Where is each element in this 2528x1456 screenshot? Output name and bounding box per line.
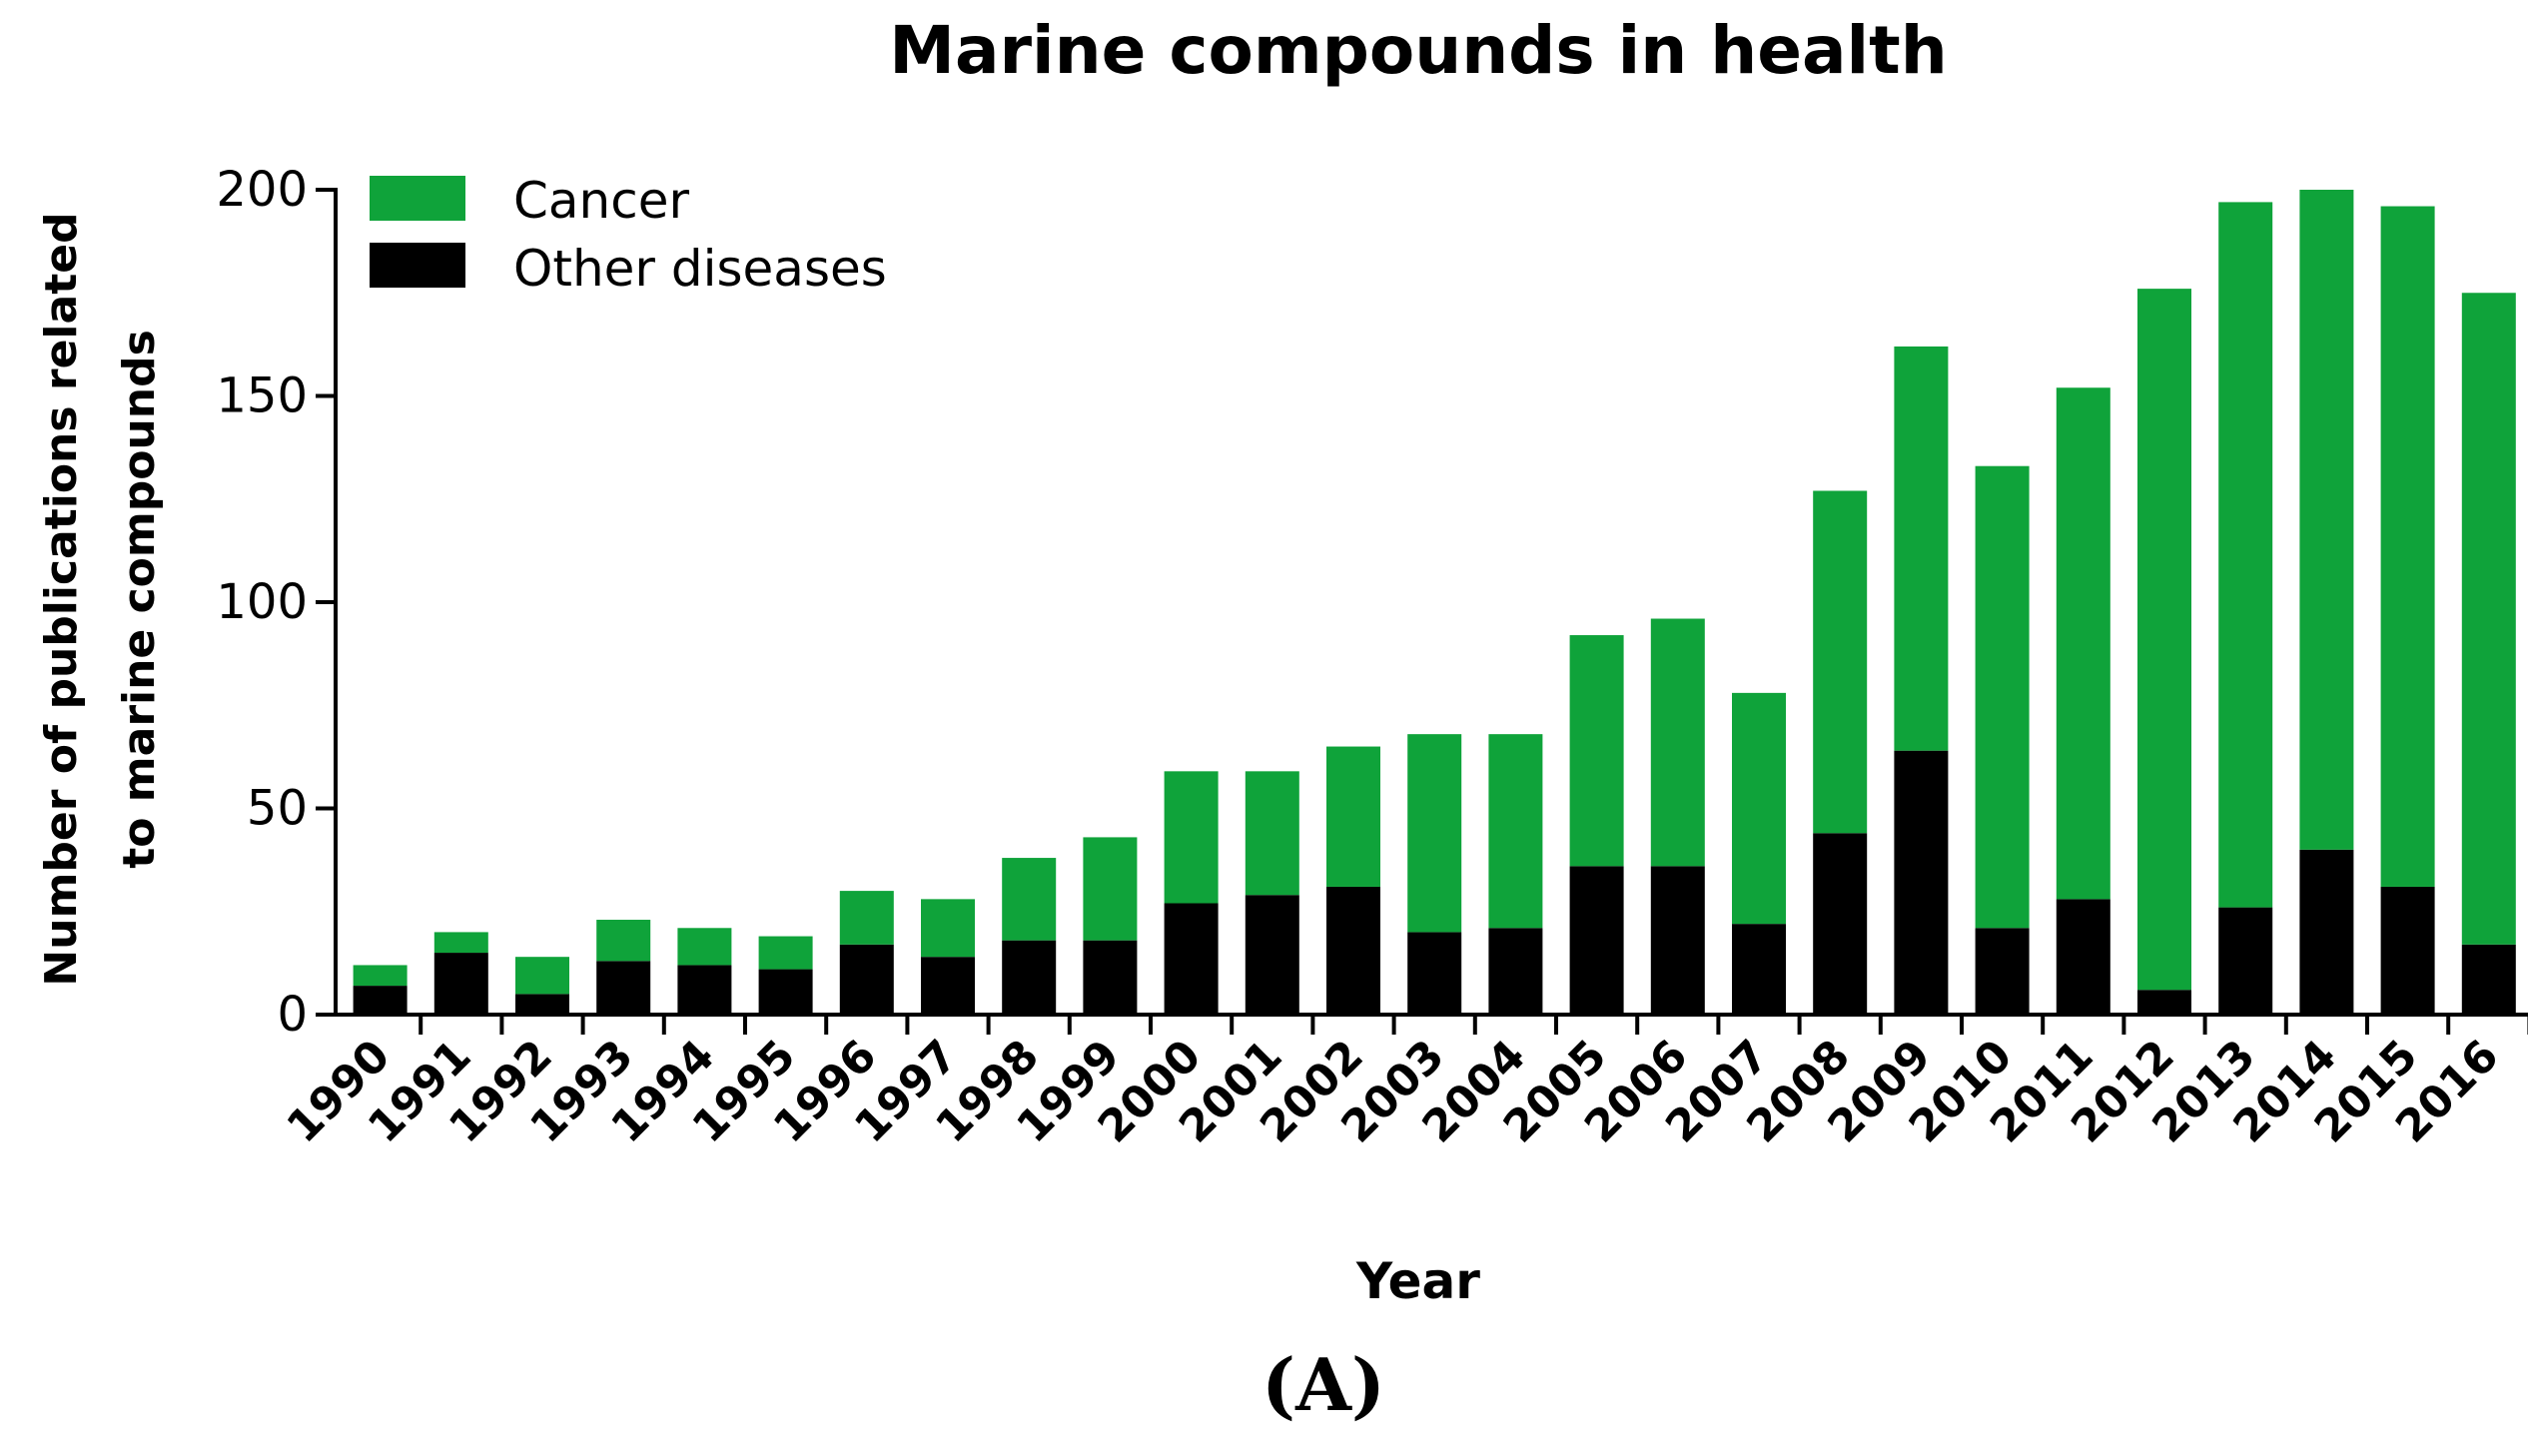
bar-cancer-2014: [2299, 190, 2354, 850]
legend-label-cancer: Cancer: [513, 172, 689, 230]
y-tick-label: 50: [247, 781, 308, 837]
bar-cancer-1995: [758, 936, 813, 970]
bar-other-diseases-2015: [2380, 886, 2435, 1015]
legend: Cancer Other diseases: [370, 172, 887, 298]
panel-label: (A): [1262, 1342, 1385, 1427]
bar-cancer-1998: [1002, 858, 1057, 941]
bar-cancer-2002: [1326, 746, 1380, 887]
y-tick-label: 0: [277, 987, 308, 1043]
chart-title: Marine compounds in health: [889, 12, 1947, 89]
bar-cancer-1993: [596, 920, 651, 962]
bar-cancer-1990: [353, 965, 408, 987]
bar-cancer-2013: [2218, 202, 2273, 908]
y-axis-title: Number of publications related to marine…: [36, 212, 165, 986]
bar-cancer-2005: [1569, 635, 1624, 867]
bar-other-diseases-2010: [1975, 928, 2030, 1015]
bar-cancer-2006: [1650, 618, 1705, 867]
bar-other-diseases-1997: [921, 957, 975, 1015]
bar-cancer-2001: [1245, 771, 1299, 896]
bar-cancer-2012: [2137, 289, 2191, 991]
bar-other-diseases-1994: [677, 965, 732, 1015]
bar-cancer-2015: [2380, 206, 2435, 887]
bar-cancer-2004: [1488, 734, 1543, 929]
y-tick-label: 100: [216, 574, 308, 630]
y-axis-title-line-1: Number of publications related: [36, 212, 87, 986]
bar-other-diseases-2006: [1650, 866, 1705, 1015]
bar-cancer-1992: [515, 957, 569, 995]
bar-cancer-2009: [1894, 346, 1949, 751]
bar-other-diseases-2013: [2218, 907, 2273, 1015]
bar-other-diseases-1992: [515, 994, 569, 1015]
bar-other-diseases-2009: [1894, 750, 1949, 1015]
bar-other-diseases-1990: [353, 986, 408, 1015]
bar-cancer-1999: [1083, 837, 1138, 941]
bar-other-diseases-2012: [2137, 990, 2191, 1015]
bar-cancer-1991: [433, 932, 488, 954]
bar-other-diseases-2014: [2299, 849, 2354, 1015]
bar-cancer-2000: [1164, 771, 1219, 904]
bar-cancer-2003: [1407, 734, 1462, 933]
plot-area: 0501001502001990199119921993199419951996…: [216, 162, 2528, 1152]
bar-cancer-2008: [1813, 490, 1868, 834]
bar-other-diseases-1991: [433, 953, 488, 1015]
bar-other-diseases-2008: [1813, 833, 1868, 1015]
bar-cancer-1996: [839, 891, 894, 945]
bar-cancer-1994: [677, 928, 732, 966]
x-axis-title: Year: [1355, 1252, 1480, 1310]
bar-other-diseases-1999: [1083, 940, 1138, 1015]
legend-swatch-cancer: [370, 176, 465, 221]
bar-other-diseases-2003: [1407, 932, 1462, 1015]
bar-other-diseases-2005: [1569, 866, 1624, 1015]
bar-other-diseases-2011: [2056, 899, 2110, 1015]
legend-label-other-diseases: Other diseases: [513, 240, 887, 298]
bar-other-diseases-1996: [839, 944, 894, 1015]
bar-other-diseases-1993: [596, 961, 651, 1015]
y-tick-label: 150: [216, 368, 308, 424]
bar-cancer-2016: [2461, 293, 2516, 945]
bar-other-diseases-2004: [1488, 928, 1543, 1015]
legend-swatch-other-diseases: [370, 243, 465, 288]
bar-other-diseases-1998: [1002, 940, 1057, 1015]
bar-cancer-2010: [1975, 465, 2030, 929]
bar-other-diseases-2016: [2461, 944, 2516, 1015]
y-tick-label: 200: [216, 162, 308, 218]
bar-other-diseases-2000: [1164, 903, 1219, 1015]
bar-cancer-2007: [1732, 692, 1786, 925]
bar-other-diseases-2002: [1326, 886, 1380, 1015]
y-axis-title-line-2: to marine compounds: [114, 330, 165, 869]
bar-other-diseases-1995: [758, 969, 813, 1015]
bar-other-diseases-2007: [1732, 924, 1786, 1015]
bar-other-diseases-2001: [1245, 895, 1299, 1015]
bar-cancer-1997: [921, 899, 975, 958]
bar-cancer-2011: [2056, 387, 2110, 900]
